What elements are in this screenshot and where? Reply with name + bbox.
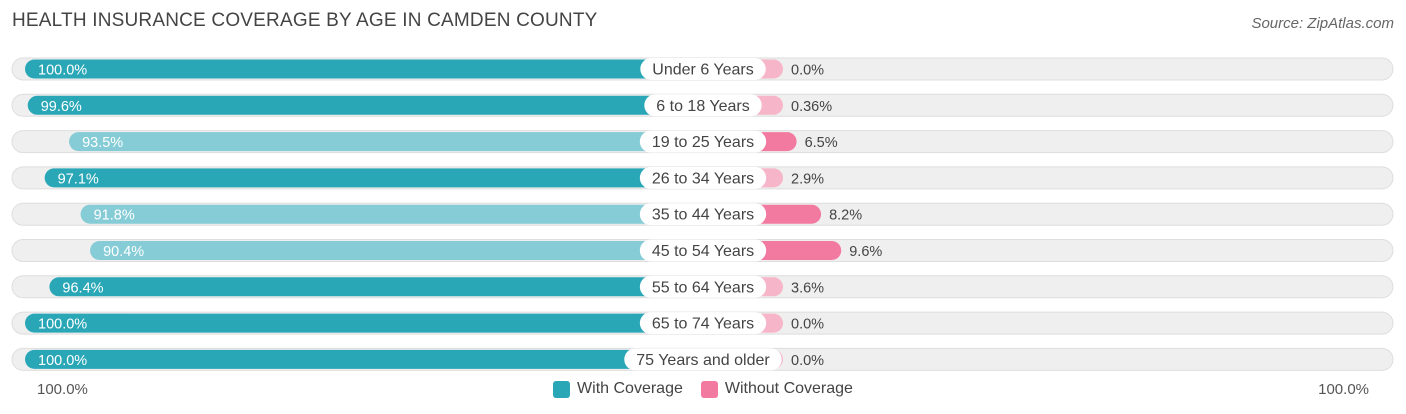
value-label-without-coverage: 9.6% xyxy=(849,244,882,260)
legend-label-without-coverage: Without Coverage xyxy=(724,380,853,397)
axis-right-label: 100.0% xyxy=(1318,381,1369,398)
value-label-without-coverage: 8.2% xyxy=(829,208,862,224)
category-pill xyxy=(639,275,767,298)
value-label-with-coverage: 91.8% xyxy=(94,208,135,224)
legend-item-with-coverage: With Coverage xyxy=(553,380,683,398)
category-pill xyxy=(639,239,767,262)
chart-area: 100.0% Under 6 Years 0.0% 99.6% 6 to 18 Year… xyxy=(11,57,1394,371)
value-label-with-coverage: 99.6% xyxy=(41,99,82,115)
value-label-without-coverage: 0.0% xyxy=(791,353,824,369)
value-label-with-coverage: 100.0% xyxy=(38,317,87,333)
bar-with-coverage xyxy=(25,349,703,369)
category-label: 65 to 74 Years xyxy=(652,316,754,333)
source-label: Source: ZipAtlas.com xyxy=(1251,15,1394,32)
category-label: 45 to 54 Years xyxy=(652,243,754,260)
value-label-with-coverage: 97.1% xyxy=(58,171,99,187)
category-label: 55 to 64 Years xyxy=(652,279,754,296)
value-label-without-coverage: 0.0% xyxy=(791,63,824,79)
bar-with-coverage xyxy=(27,95,704,115)
legend-label-with-coverage: With Coverage xyxy=(577,380,683,397)
category-pill xyxy=(644,94,762,117)
legend-item-without-coverage: Without Coverage xyxy=(700,380,853,398)
bar-with-coverage xyxy=(90,241,703,260)
legend-swatch-without-coverage xyxy=(700,380,718,398)
category-pill xyxy=(639,203,767,226)
value-label-with-coverage: 100.0% xyxy=(38,63,87,79)
category-label: Under 6 Years xyxy=(652,62,753,79)
value-label-with-coverage: 96.4% xyxy=(62,280,103,296)
legend: With Coverage Without Coverage xyxy=(0,380,1406,398)
category-label: 6 to 18 Years xyxy=(656,98,749,115)
bar-with-coverage xyxy=(80,204,703,224)
value-label-without-coverage: 6.5% xyxy=(805,135,838,151)
bar-with-coverage xyxy=(25,313,703,333)
bar-with-coverage xyxy=(69,132,703,152)
bar-with-coverage xyxy=(49,277,703,297)
bar-with-coverage xyxy=(44,168,704,188)
category-pill xyxy=(624,348,782,371)
value-label-without-coverage: 3.6% xyxy=(791,280,824,296)
value-label-with-coverage: 93.5% xyxy=(82,135,123,151)
chart-title: HEALTH INSURANCE COVERAGE BY AGE IN CAMD… xyxy=(12,10,598,31)
value-label-without-coverage: 2.9% xyxy=(791,171,824,187)
category-label: 35 to 44 Years xyxy=(652,207,754,224)
legend-swatch-with-coverage xyxy=(553,380,571,398)
category-label: 75 Years and older xyxy=(636,352,770,369)
category-pill xyxy=(639,312,767,335)
category-pill xyxy=(639,166,767,189)
axis-left-label: 100.0% xyxy=(37,381,88,398)
bar-with-coverage xyxy=(25,59,703,79)
category-pill xyxy=(639,130,767,153)
category-pill xyxy=(640,58,766,80)
category-label: 19 to 25 Years xyxy=(652,134,754,151)
category-label: 26 to 34 Years xyxy=(652,170,754,187)
value-label-with-coverage: 90.4% xyxy=(103,244,144,260)
value-label-without-coverage: 0.0% xyxy=(791,317,824,333)
value-label-without-coverage: 0.36% xyxy=(791,99,832,115)
value-label-with-coverage: 100.0% xyxy=(38,353,87,369)
